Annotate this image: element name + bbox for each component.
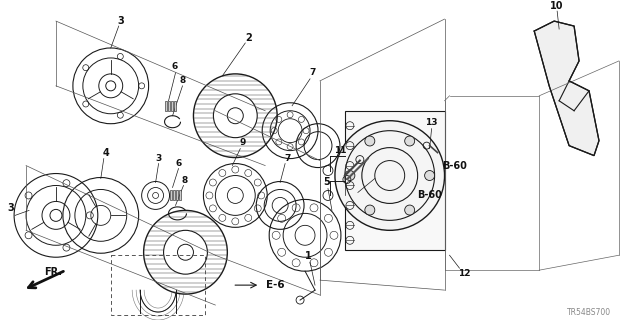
Bar: [345, 111, 445, 250]
Text: 8: 8: [181, 176, 188, 185]
Text: 11: 11: [333, 146, 346, 155]
Text: 6: 6: [172, 62, 178, 71]
Text: 5: 5: [324, 178, 330, 188]
Text: 4: 4: [102, 148, 109, 158]
Circle shape: [563, 88, 579, 104]
Circle shape: [544, 29, 558, 43]
Text: 2: 2: [245, 33, 252, 43]
Text: 10: 10: [550, 1, 564, 11]
Bar: [173, 101, 176, 111]
Text: 12: 12: [458, 269, 471, 278]
Text: B-60: B-60: [417, 190, 442, 200]
Polygon shape: [534, 21, 599, 156]
Circle shape: [365, 205, 375, 215]
Text: FR.: FR.: [44, 267, 62, 277]
Text: 3: 3: [8, 204, 15, 213]
Text: 7: 7: [284, 154, 291, 163]
Text: B-60: B-60: [442, 161, 467, 171]
Text: E-6: E-6: [266, 280, 284, 290]
Circle shape: [365, 136, 375, 146]
Bar: [111, 255, 205, 315]
Bar: [179, 190, 181, 200]
Bar: [170, 101, 173, 111]
Text: 9: 9: [239, 138, 246, 147]
Text: 3: 3: [117, 16, 124, 26]
Circle shape: [404, 136, 415, 146]
Text: 7: 7: [310, 68, 316, 77]
Bar: [168, 101, 170, 111]
Text: 3: 3: [156, 154, 162, 163]
Circle shape: [335, 121, 445, 230]
Circle shape: [345, 171, 355, 180]
Text: 1: 1: [305, 251, 312, 261]
Bar: [173, 190, 175, 200]
Text: 8: 8: [179, 76, 186, 85]
Circle shape: [424, 171, 435, 180]
Text: TR54BS700: TR54BS700: [567, 308, 611, 316]
Text: 13: 13: [426, 118, 438, 127]
Text: 6: 6: [175, 159, 182, 168]
Bar: [175, 190, 178, 200]
Circle shape: [566, 128, 582, 144]
Bar: [170, 190, 172, 200]
Bar: [164, 101, 167, 111]
Circle shape: [404, 205, 415, 215]
